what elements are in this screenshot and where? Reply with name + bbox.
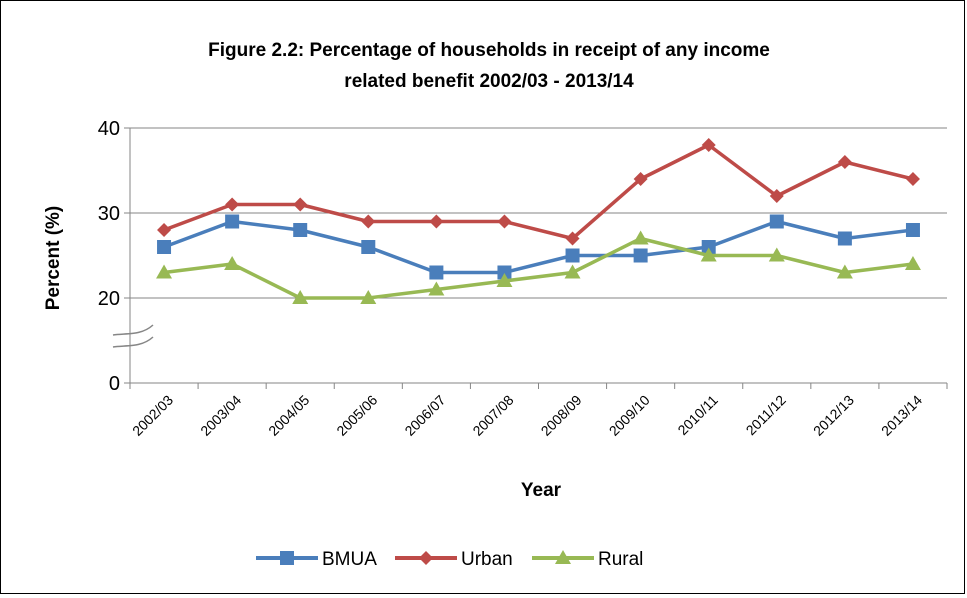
data-point-bmua	[633, 248, 648, 263]
data-point-urban	[837, 155, 852, 169]
data-point-rural	[632, 230, 649, 245]
y-tick-label: 30	[98, 203, 120, 225]
gridlines	[130, 127, 947, 299]
series-bmua	[157, 214, 920, 280]
axis-break-lower	[112, 336, 154, 348]
data-point-bmua	[497, 265, 512, 280]
legend-marker-bmua	[280, 551, 294, 565]
x-axis-label: Year	[521, 480, 562, 501]
legend-label-urban: Urban	[461, 549, 513, 570]
x-tick-label: 2009/10	[606, 392, 653, 439]
axes	[112, 127, 948, 389]
data-point-bmua	[429, 265, 444, 280]
data-point-urban	[565, 231, 580, 246]
data-point-bmua	[769, 214, 784, 229]
data-point-rural	[156, 264, 173, 279]
chart-title-line2: related benefit 2002/03 - 2013/14	[344, 71, 634, 92]
data-point-bmua	[225, 214, 240, 229]
data-point-urban	[701, 138, 716, 152]
data-point-rural	[768, 247, 785, 262]
series-line-bmua	[163, 219, 914, 275]
x-tick-label: 2003/04	[197, 392, 244, 439]
data-point-urban	[769, 189, 784, 203]
x-tick-labels: 2002/03 2003/04 2004/05 2005/06 2006/07 2007/…	[129, 392, 925, 439]
data-point-rural	[700, 247, 717, 262]
x-tick-label: 2002/03	[129, 392, 176, 439]
series-line-rural	[163, 236, 914, 300]
data-point-urban	[497, 214, 512, 229]
data-point-rural	[360, 290, 377, 304]
series-urban	[157, 138, 920, 246]
data-point-bmua	[837, 231, 852, 246]
series-rural	[156, 230, 921, 304]
legend-label-rural: Rural	[598, 549, 643, 570]
x-tick-label: 2011/12	[743, 392, 790, 439]
data-point-rural	[564, 264, 581, 279]
legend-marker-rural	[555, 550, 571, 564]
legend: BMUA Urban Rural	[256, 549, 643, 570]
data-point-rural	[496, 273, 513, 287]
x-tick-label: 2004/05	[265, 392, 312, 439]
data-point-rural	[904, 256, 921, 270]
y-tick-label: 40	[98, 118, 120, 140]
data-point-rural	[292, 290, 309, 304]
x-tick-label: 2005/06	[333, 392, 380, 439]
axis-break-upper	[112, 324, 154, 336]
data-point-rural	[836, 264, 853, 279]
y-tick-label: 0	[109, 373, 120, 395]
y-axis-label: Percent (%)	[43, 206, 64, 311]
x-tick-label: 2008/09	[538, 392, 585, 439]
legend-marker-urban	[419, 551, 433, 565]
y-tick-labels: 0 20 30 40	[98, 118, 120, 395]
data-point-urban	[429, 214, 444, 229]
x-tick-label: 2006/07	[401, 392, 448, 439]
data-point-urban	[905, 172, 920, 186]
data-point-urban	[361, 214, 376, 229]
series-line-urban	[163, 143, 914, 241]
x-tick-label: 2012/13	[810, 392, 857, 439]
x-tick-label: 2010/11	[674, 392, 721, 439]
data-point-bmua	[565, 248, 580, 263]
series-group	[156, 138, 921, 304]
data-point-rural	[224, 256, 241, 270]
data-point-urban	[225, 197, 240, 212]
legend-label-bmua: BMUA	[322, 549, 377, 570]
data-point-rural	[428, 281, 445, 296]
x-tick-label: 2013/14	[878, 392, 925, 439]
x-tick-label: 2007/08	[469, 392, 516, 439]
data-point-bmua	[361, 240, 376, 254]
data-point-bmua	[701, 240, 716, 254]
chart-title-line1: Figure 2.2: Percentage of households in …	[208, 40, 770, 61]
data-point-urban	[157, 223, 172, 237]
data-point-urban	[293, 197, 308, 212]
data-point-bmua	[157, 240, 172, 254]
data-point-bmua	[905, 223, 920, 237]
data-point-bmua	[293, 223, 308, 237]
y-tick-label: 20	[98, 288, 120, 310]
data-point-urban	[633, 172, 648, 186]
